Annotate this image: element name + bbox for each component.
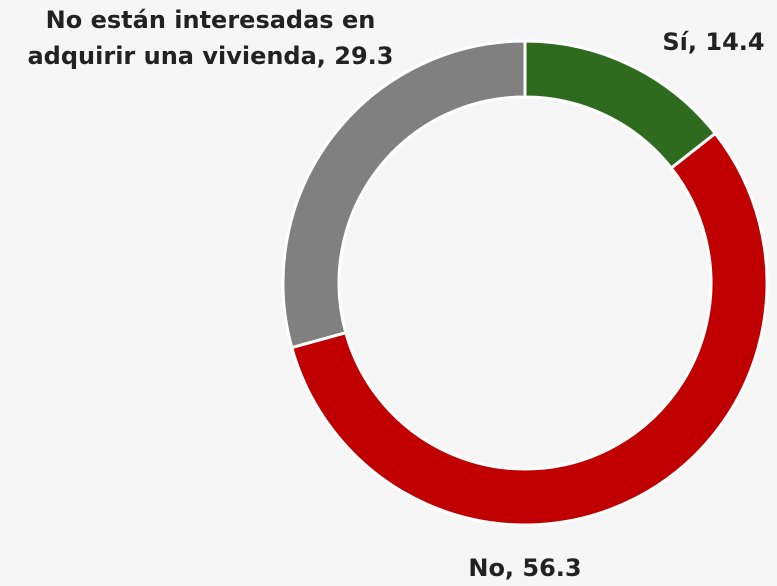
slice-label: No están interesadas en adquirir una viv… (27, 6, 394, 70)
donut-slice (523, 39, 718, 171)
donut-slice (281, 39, 527, 350)
slice-label: Sí, 14.4 (662, 28, 765, 56)
donut-slice (289, 131, 769, 527)
slice-label: No, 56.3 (468, 554, 582, 582)
